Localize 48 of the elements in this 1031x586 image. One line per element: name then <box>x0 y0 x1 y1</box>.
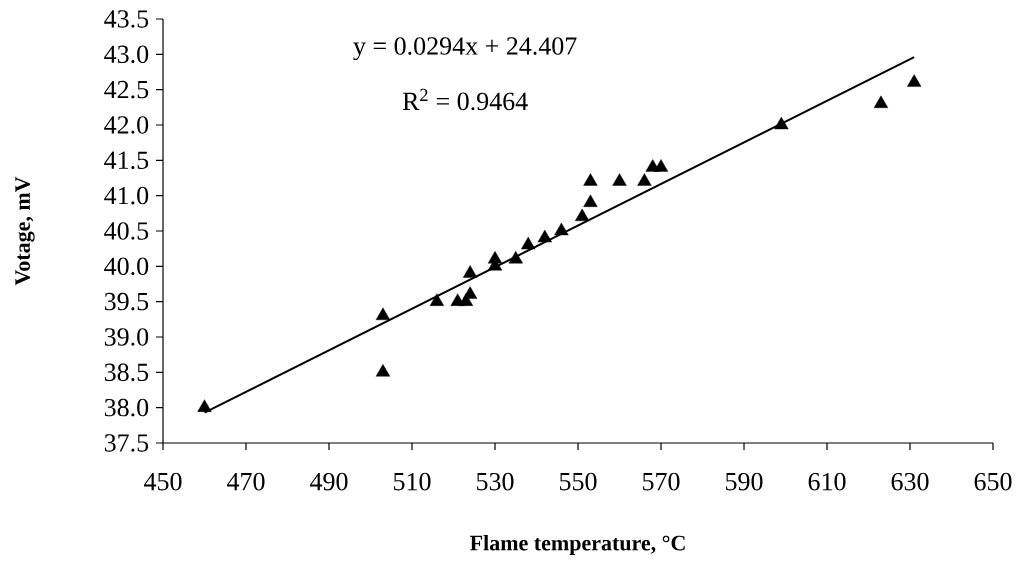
x-tick-label: 510 <box>394 472 431 491</box>
point <box>429 293 445 306</box>
y-tick-label: 43.0 <box>104 45 149 64</box>
point <box>554 222 569 236</box>
point <box>375 307 391 320</box>
x-tick-label: 450 <box>144 472 182 491</box>
y-tick-label: 41.5 <box>104 151 149 170</box>
point <box>521 236 536 250</box>
point <box>907 74 922 87</box>
point <box>462 286 478 299</box>
x-tick-label: 650 <box>974 472 1012 491</box>
point <box>612 173 627 186</box>
x-axis-title: Flame temperature, °C <box>470 535 685 555</box>
annotation: R$^{2}$ = 0.9464 <box>402 88 528 111</box>
point <box>653 159 669 172</box>
x-tick-label: 590 <box>726 472 763 491</box>
point <box>462 265 478 278</box>
point <box>774 116 789 130</box>
x-tick-label: 530 <box>477 472 514 491</box>
x-tick-label: 570 <box>643 472 680 491</box>
x-tick-label: 630 <box>891 472 929 491</box>
y-tick-label: 43.5 <box>104 10 149 28</box>
point <box>583 194 598 207</box>
point <box>508 251 523 264</box>
x-tick-label: 490 <box>310 472 348 491</box>
annotation: y = 0.0294x + 24.407 <box>353 37 577 61</box>
y-tick-label: 39.5 <box>104 292 149 311</box>
y-tick-label: 42.0 <box>104 116 149 134</box>
point <box>873 95 889 108</box>
point <box>197 399 212 412</box>
y-tick-label: 42.5 <box>104 80 149 99</box>
y-axis-title: Votage, mV <box>15 176 35 286</box>
x-tick-label: 550 <box>560 472 597 491</box>
y-tick-label: 38.5 <box>104 363 149 382</box>
point <box>537 229 552 243</box>
point <box>583 173 598 186</box>
point <box>375 364 391 377</box>
y-tick-label: 37.5 <box>104 434 149 452</box>
y-tick-label: 40.5 <box>104 222 149 240</box>
y-tick-label: 40.0 <box>104 257 149 276</box>
point <box>637 173 652 186</box>
y-tick-label: 38.0 <box>104 398 149 417</box>
point <box>575 208 590 222</box>
y-tick-label: 39.0 <box>104 328 149 346</box>
point <box>487 251 503 264</box>
x-tick-label: 470 <box>227 472 265 491</box>
x-tick-label: 610 <box>808 472 846 491</box>
y-tick-label: 41.0 <box>104 186 149 205</box>
